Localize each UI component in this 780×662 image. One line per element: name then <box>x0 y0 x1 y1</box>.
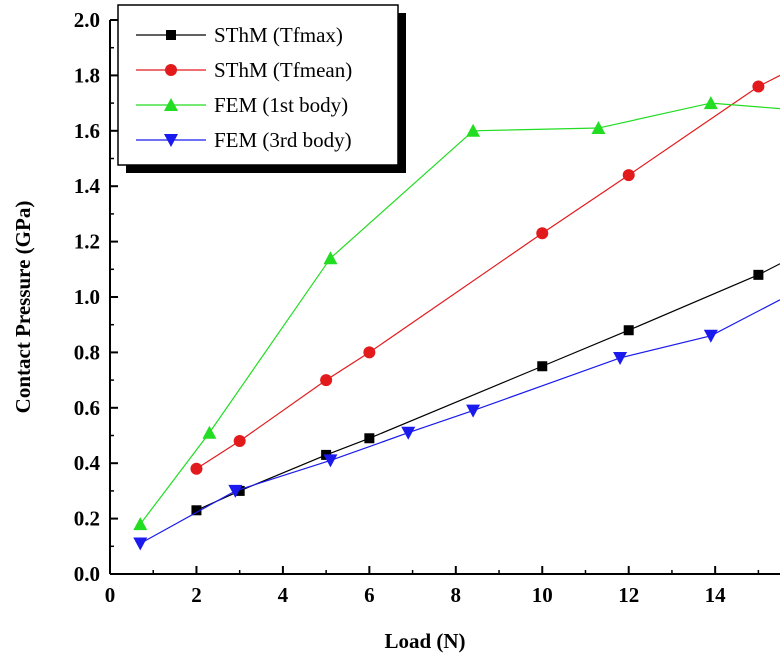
series-triangle-down <box>133 299 780 551</box>
y-tick-label: 2.0 <box>74 8 100 32</box>
x-tick-label: 4 <box>278 583 289 607</box>
data-point <box>323 251 338 265</box>
y-tick-label: 0.0 <box>74 562 100 586</box>
data-point <box>233 435 246 448</box>
series-group <box>133 74 780 551</box>
data-point <box>466 404 481 418</box>
legend-label: FEM (1st body) <box>214 93 348 117</box>
series-line <box>139 299 780 545</box>
x-tick-label: 10 <box>532 583 553 607</box>
data-point <box>234 485 245 496</box>
data-point <box>591 121 606 135</box>
y-tick-label: 0.6 <box>74 396 100 420</box>
legend-entry: FEM (3rd body) <box>136 128 352 152</box>
y-tick-label: 1.8 <box>74 63 100 87</box>
x-tick-label: 2 <box>191 583 202 607</box>
data-point <box>133 537 148 551</box>
y-tick-label: 1.2 <box>74 230 100 254</box>
data-point <box>323 454 338 468</box>
data-point <box>320 374 333 387</box>
legend-label: FEM (3rd body) <box>214 128 352 152</box>
data-point <box>537 361 548 372</box>
data-point <box>536 227 549 240</box>
y-tick-label: 0.8 <box>74 340 100 364</box>
x-axis-ticks: 0 2 4 6 8 10 12 14 <box>105 566 760 607</box>
y-tick-label: 1.0 <box>74 285 100 309</box>
legend-marker <box>165 64 177 76</box>
legend-marker <box>164 134 178 147</box>
plot-area: 0 2 4 6 8 10 12 14 0.0 0.2 0.4 0.6 0.8 1.0 1.2 1.4 1.6 1… <box>74 8 780 607</box>
legend-label: SThM (Tfmean) <box>214 58 352 82</box>
x-tick-label: 12 <box>618 583 639 607</box>
series-line <box>196 74 780 470</box>
data-point <box>190 462 203 475</box>
legend-box <box>117 4 399 166</box>
legend-label: SThM (Tfmax) <box>214 23 343 47</box>
data-point <box>401 426 416 440</box>
y-tick-label: 0.2 <box>74 507 100 531</box>
x-tick-label: 14 <box>705 583 727 607</box>
y-axis-ticks: 0.0 0.2 0.4 0.6 0.8 1.0 1.2 1.4 1.6 1.8 2.0 <box>74 8 118 586</box>
legend-marker <box>164 98 178 111</box>
series-triangle-up <box>133 96 780 531</box>
data-point <box>753 269 764 280</box>
data-point <box>191 505 202 516</box>
data-point <box>228 484 243 498</box>
y-tick-label: 1.4 <box>74 174 101 198</box>
data-point <box>202 425 217 439</box>
data-point <box>622 169 635 182</box>
data-point <box>466 123 481 137</box>
data-point <box>623 325 634 336</box>
data-point <box>752 80 765 93</box>
series-line <box>196 263 780 511</box>
data-point <box>703 329 718 343</box>
y-tick-label: 1.6 <box>74 119 100 143</box>
x-tick-label: 8 <box>451 583 462 607</box>
x-tick-label: 6 <box>364 583 375 607</box>
data-point <box>133 517 148 531</box>
y-axis-label: Contact Pressure (GPa) <box>11 201 35 414</box>
x-axis-label: Load (N) <box>384 629 465 653</box>
series-square <box>191 263 780 516</box>
legend-entry: SThM (Tfmean) <box>136 58 352 82</box>
y-tick-label: 0.4 <box>74 451 101 475</box>
data-point <box>613 351 628 365</box>
data-point <box>364 433 375 444</box>
data-point <box>703 96 718 110</box>
legend-entry: FEM (1st body) <box>136 93 348 117</box>
series-circle <box>190 74 780 475</box>
x-tick-label: 0 <box>105 583 116 607</box>
data-point <box>363 346 376 359</box>
legend: SThM (Tfmax) SThM (Tfmean) FEM (1st body) F… <box>117 4 406 173</box>
legend-entry: SThM (Tfmax) <box>136 23 343 47</box>
legend-marker <box>166 30 176 40</box>
